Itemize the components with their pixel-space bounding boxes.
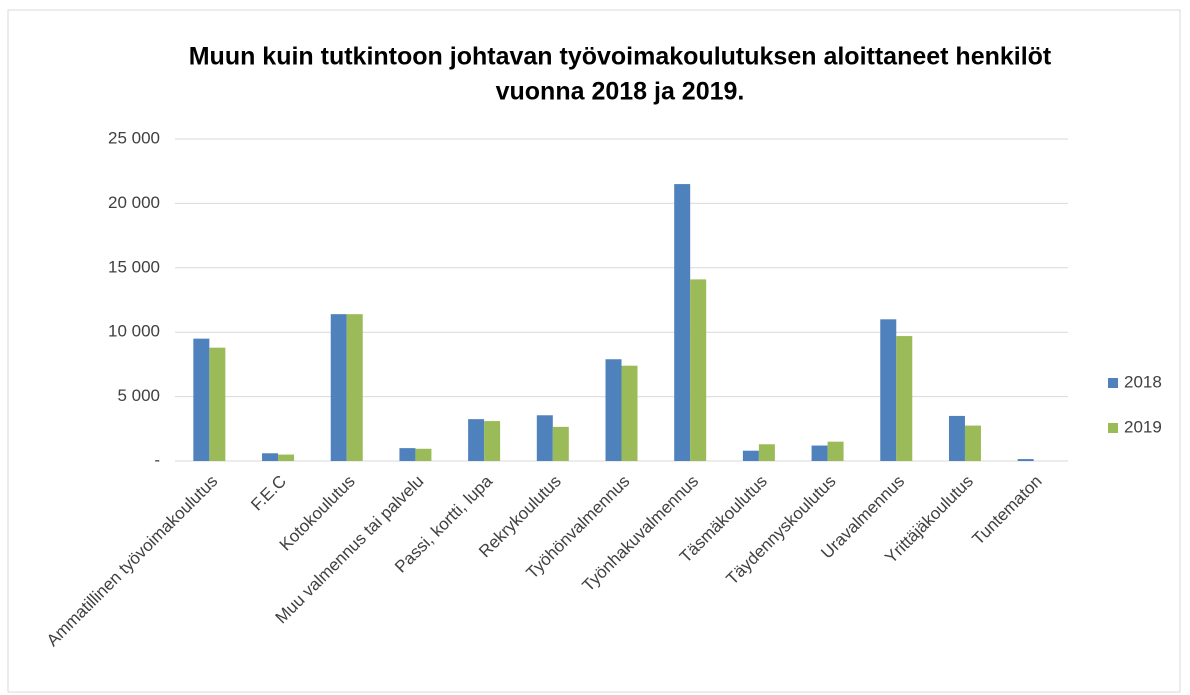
bar — [399, 448, 416, 461]
bar — [827, 441, 844, 461]
bar — [896, 336, 913, 461]
bar — [964, 425, 981, 461]
bar — [674, 184, 691, 461]
bar — [605, 359, 622, 461]
legend-label: 2018 — [1124, 372, 1162, 391]
chart-frame — [7, 9, 1181, 693]
bar — [742, 450, 759, 461]
chart-title: vuonna 2018 ja 2019. — [496, 78, 745, 106]
chart-title: Muun kuin tutkintoon johtavan työvoimako… — [189, 43, 1052, 71]
x-tick-label: Työnhakuvalmennus — [578, 472, 702, 596]
y-tick-label: 5 000 — [117, 386, 160, 405]
bar — [484, 421, 501, 461]
legend-swatch — [1108, 423, 1118, 433]
x-tick-label: Tuntematon — [969, 472, 1046, 549]
bar — [468, 419, 485, 461]
legend-swatch — [1108, 378, 1118, 388]
y-tick-label: 20 000 — [108, 193, 160, 212]
bar — [948, 415, 965, 461]
bar — [880, 319, 897, 461]
y-tick-label: 10 000 — [108, 322, 160, 341]
bar — [690, 279, 707, 461]
legend-label: 2019 — [1124, 417, 1162, 436]
bar — [621, 365, 638, 461]
bar — [1017, 459, 1034, 461]
x-tick-label: Ammatillinen työvoimakoulutus — [43, 472, 221, 650]
y-tick-label: 15 000 — [108, 257, 160, 276]
bar — [193, 338, 210, 461]
bar — [330, 314, 347, 461]
bar — [758, 444, 775, 461]
bar — [415, 448, 432, 461]
y-tick-label: 25 000 — [108, 128, 160, 147]
bar — [811, 445, 828, 461]
x-tick-label: F.E.C — [247, 472, 290, 515]
bar — [262, 453, 279, 461]
bar — [346, 314, 363, 461]
bar — [552, 426, 569, 461]
y-tick-label: - — [154, 450, 160, 469]
bar — [278, 454, 295, 461]
bar — [536, 415, 553, 461]
bar — [209, 347, 226, 461]
